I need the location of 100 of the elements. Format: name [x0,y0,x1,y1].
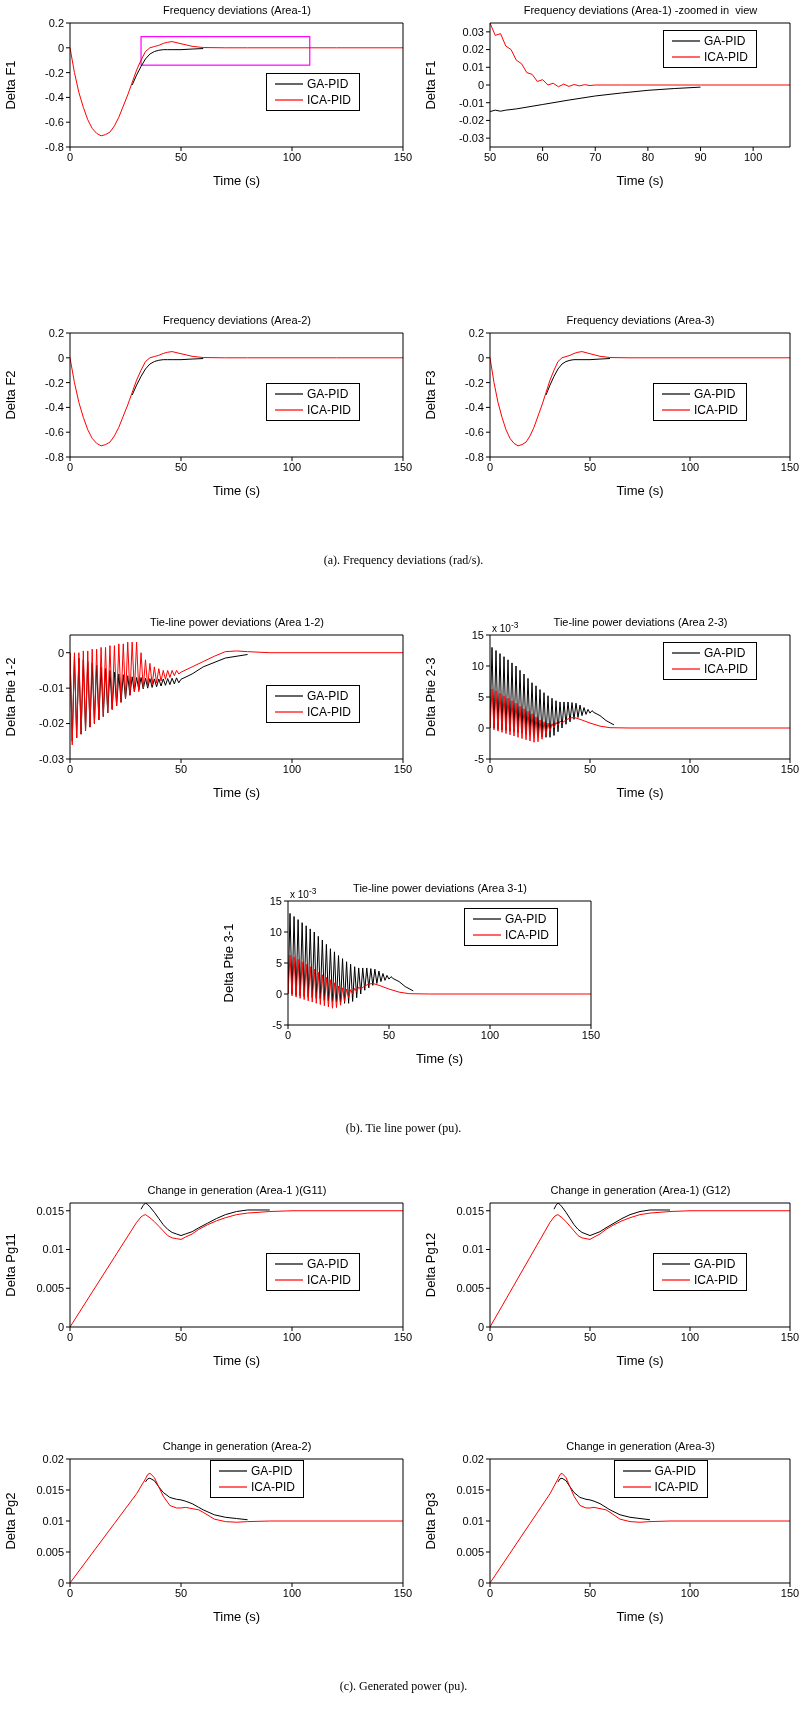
x-tick-label: 0 [486,460,494,473]
x-axis-title: Time (s) [616,785,664,800]
y-tick-label: -0.8 [45,140,64,153]
y-tick-label: -5 [272,1018,282,1031]
y-tick-label: 0.2 [48,16,64,29]
chart-title: Change in generation (Area-3) [565,1440,716,1452]
legend-label: ICA-PID [306,1273,351,1288]
legend-label: GA-PID [306,387,349,402]
y-tick-label: 0 [477,78,484,91]
x-tick-label: 0 [66,150,74,163]
y-tick-label: -0.6 [45,426,64,439]
x-tick-label: 90 [694,150,707,163]
x-axis-title: Time (s) [212,785,261,800]
y-tick-label: 0.005 [36,1282,64,1295]
legend-label: ICA-PID [654,1480,699,1494]
x-tick-label: 60 [536,150,549,163]
y-axis-title: Delta Pg11 [2,1233,18,1297]
x-tick-label: 100 [680,1586,700,1599]
legend-label: ICA-PID [693,403,738,418]
x-tick-label: 100 [282,762,302,775]
line-series [144,1477,249,1521]
chart-title: Change in generation (Area-1 )(G11) [146,1184,328,1196]
y-tick-label: 0 [57,351,64,364]
y-tick-label: 10 [471,659,484,672]
x-axis-title: Time (s) [212,1609,261,1624]
line-series [288,954,591,1009]
chart-title: Frequency deviations (Area-2) [162,314,312,326]
legend-label: ICA-PID [703,662,748,676]
x-tick-label: 0 [66,1330,74,1343]
y-tick-label: 0 [477,1576,484,1589]
y-tick-label: 0 [477,1320,484,1333]
x-tick-label: 50 [583,762,597,775]
legend-label: GA-PID [703,34,746,48]
x-tick-label: 100 [282,1330,302,1343]
x-tick-label: 100 [480,1028,500,1041]
x-tick-label: 0 [486,1330,494,1343]
y-tick-label: 0.005 [456,1282,484,1295]
y-axis-title: Delta Ptie 1-2 [2,657,18,737]
x-tick-label: 150 [780,1330,800,1343]
x-axis-title: Time (s) [616,483,664,498]
x-tick-label: 0 [66,762,74,775]
y-tick-label: 0.02 [42,1452,64,1465]
line-series [545,358,611,396]
x-tick-label: 50 [174,460,188,473]
x-tick-label: 100 [282,460,302,473]
y-tick-label: -0.6 [45,116,64,129]
y-tick-label: -0.01 [458,96,484,109]
x-tick-label: 100 [282,1586,302,1599]
line-series [70,351,403,447]
y-tick-label: 0.2 [468,326,484,339]
x-tick-label: 0 [66,1586,74,1599]
text: x 10$^{-3}$ [290,886,317,901]
y-tick-label: 0.02 [462,43,484,56]
x-tick-label: 150 [393,762,413,775]
y-tick-label: 10 [269,925,282,938]
x-tick-label: 50 [583,1586,597,1599]
line-series [131,48,204,86]
x-tick-label: 100 [680,762,700,775]
legend-label: GA-PID [693,387,736,402]
y-axis-title: Delta Pg3 [422,1492,438,1550]
y-tick-label: 0.01 [462,1514,484,1527]
line-series [131,358,204,396]
legend-label: GA-PID [306,1257,349,1272]
x-tick-label: 150 [581,1028,601,1041]
y-tick-label: -0.6 [465,426,484,439]
x-axis-title: Time (s) [212,483,261,498]
x-tick-label: 150 [780,762,800,775]
chart-title: Change in generation (Area-2) [161,1440,313,1452]
x-axis-title: Time (s) [616,173,664,188]
y-axis-title: Delta F1 [2,60,18,110]
y-tick-label: 0.01 [462,61,484,74]
x-tick-label: 0 [66,460,74,473]
y-tick-label: 0 [275,987,282,1000]
y-axis-title: Delta Pg2 [2,1492,18,1550]
x-tick-label: 150 [393,1586,413,1599]
text: (a). Frequency deviations (rad/s). [322,553,485,568]
legend-label: ICA-PID [504,928,549,942]
legend-label: GA-PID [703,646,746,660]
y-tick-label: 0 [57,1576,64,1589]
y-tick-label: 15 [269,894,282,907]
y-axis-title: Delta Ptie 3-1 [220,923,236,1003]
legend-label: GA-PID [306,77,349,92]
legend-label: ICA-PID [306,93,351,108]
y-tick-label: 0.005 [456,1545,484,1558]
chart-title: Change in generation (Area-1) (G12) [549,1184,732,1196]
y-tick-label: 0.01 [42,1514,64,1527]
x-tick-label: 150 [393,1330,413,1343]
line-series [70,41,403,137]
y-tick-label: -0.8 [465,450,484,463]
x-tick-label: 50 [174,150,188,163]
y-tick-label: 0.005 [36,1545,64,1558]
x-tick-label: 50 [382,1028,396,1041]
legend-label: GA-PID [504,912,547,926]
y-tick-label: -0.03 [458,132,484,145]
legend-label: ICA-PID [693,1273,738,1288]
x-tick-label: 0 [284,1028,292,1041]
legend-label: ICA-PID [251,1480,296,1494]
x-tick-label: 150 [393,460,413,473]
x-tick-label: 100 [680,1330,700,1343]
y-tick-label: -0.4 [45,401,64,414]
